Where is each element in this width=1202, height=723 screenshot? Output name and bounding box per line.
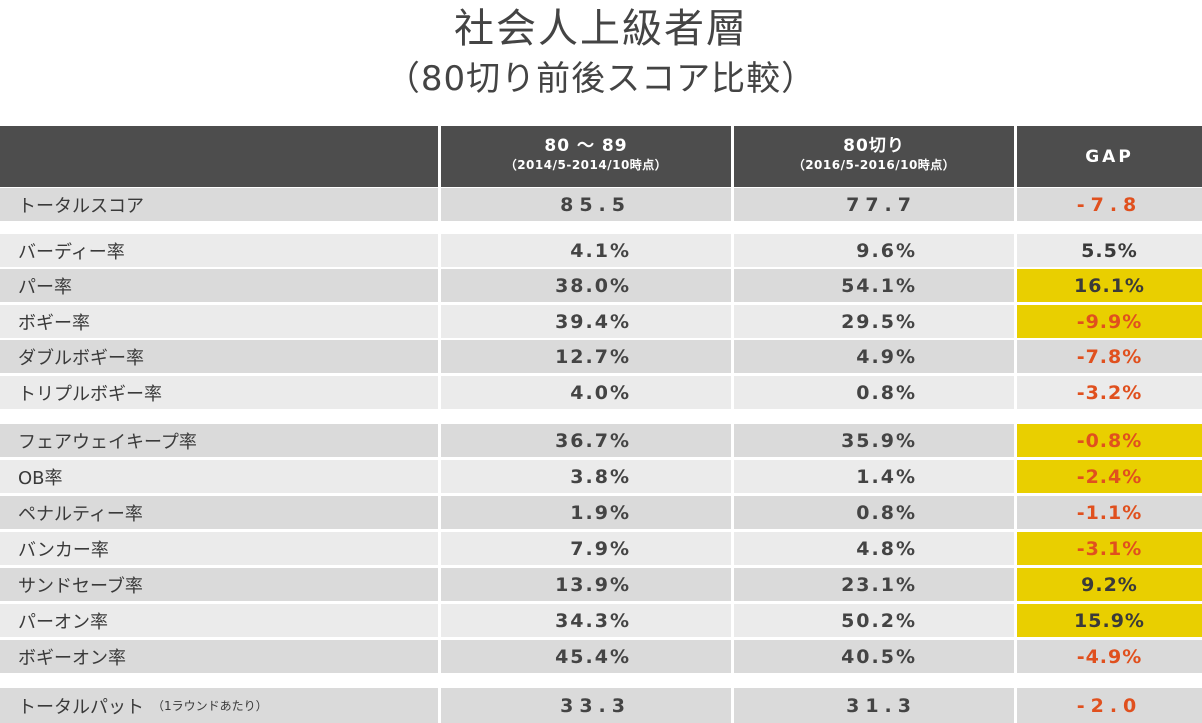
value-under-80: 0.8% — [856, 501, 917, 524]
gap-value-highlighted: 16.1% — [1017, 269, 1202, 302]
row-label: ボギーオン率 — [18, 647, 126, 669]
row-label: ダブルボギー率 — [18, 347, 144, 369]
value-under-80: 50.2% — [841, 609, 917, 632]
header-col-under-80-period: （2016/5-2016/10時点） — [792, 158, 956, 172]
value-under-80: 77.7 — [846, 193, 917, 216]
gap-value-highlighted: -3.1% — [1017, 532, 1202, 565]
header-col-gap-label: GAP — [1085, 147, 1134, 167]
gap-value-highlighted: 9.2% — [1017, 568, 1202, 601]
row-label-text: トータルパット — [18, 696, 144, 718]
value-80-89: 36.7% — [555, 429, 631, 452]
row-label: ペナルティー率 — [18, 503, 143, 525]
row-label: OB率 — [18, 467, 63, 489]
value-80-89: 45.4% — [555, 645, 631, 668]
column-divider — [731, 126, 734, 723]
gap-value: -2.0 — [1076, 694, 1143, 717]
header-col-80-89-period: （2014/5-2014/10時点） — [504, 158, 668, 172]
column-divider — [438, 126, 441, 723]
header-col-80-89: 80 〜 89 （2014/5-2014/10時点） — [441, 126, 731, 187]
gap-value: -4.9% — [1076, 645, 1143, 668]
row-label: バンカー率 — [18, 539, 109, 561]
gap-value-highlighted: -9.9% — [1017, 305, 1202, 338]
table-row-triple-bogey: トリプルボギー率 4.0% 0.8% -3.2% — [0, 376, 1202, 409]
value-80-89: 3.8% — [570, 465, 631, 488]
header-col-gap: GAP — [1017, 126, 1202, 187]
value-80-89: 4.0% — [570, 381, 631, 404]
value-80-89: 4.1% — [570, 239, 631, 262]
table-row-ob: OB率 3.8% 1.4% -2.4% — [0, 460, 1202, 493]
column-divider — [1014, 126, 1017, 723]
title-block: 社会人上級者層 （80切り前後スコア比較） — [0, 0, 1202, 126]
table-row-bogey-on: ボギーオン率 45.4% 40.5% -4.9% — [0, 640, 1202, 673]
value-under-80: 0.8% — [856, 381, 917, 404]
table-row-penalty: ペナルティー率 1.9% 0.8% -1.1% — [0, 496, 1202, 529]
row-label: ボギー率 — [18, 312, 90, 334]
table-row-fairway-keep: フェアウェイキープ率 36.7% 35.9% -0.8% — [0, 424, 1202, 457]
value-under-80: 31.3 — [846, 694, 917, 717]
value-under-80: 4.8% — [856, 537, 917, 560]
row-label: トータルパット （1ラウンドあたり） — [18, 688, 438, 723]
table-row-par-on: パーオン率 34.3% 50.2% 15.9% — [0, 604, 1202, 637]
value-80-89: 39.4% — [555, 310, 631, 333]
row-label: フェアウェイキープ率 — [18, 431, 197, 453]
gap-value: -7.8% — [1076, 345, 1143, 368]
gap-value: 5.5% — [1081, 239, 1138, 262]
value-under-80: 54.1% — [841, 274, 917, 297]
value-80-89: 33.3 — [560, 694, 631, 717]
table-row-total-score: トータルスコア 85.5 77.7 -7.8 — [0, 188, 1202, 221]
page-title: 社会人上級者層 — [454, 6, 748, 52]
value-80-89: 38.0% — [555, 274, 631, 297]
table-row-birdie: バーディー率 4.1% 9.6% 5.5% — [0, 234, 1202, 267]
value-under-80: 29.5% — [841, 310, 917, 333]
row-label: パーオン率 — [18, 611, 108, 633]
value-under-80: 35.9% — [841, 429, 917, 452]
value-under-80: 4.9% — [856, 345, 917, 368]
row-label: パー率 — [18, 276, 72, 298]
page-subtitle: （80切り前後スコア比較） — [385, 59, 817, 99]
row-label: トータルスコア — [18, 195, 144, 217]
row-label: トリプルボギー率 — [18, 383, 162, 405]
value-80-89: 13.9% — [555, 573, 631, 596]
value-80-89: 12.7% — [555, 345, 631, 368]
value-under-80: 9.6% — [856, 239, 917, 262]
table-row-bogey: ボギー率 39.4% 29.5% -9.9% — [0, 305, 1202, 338]
table-header: 80 〜 89 （2014/5-2014/10時点） 80切り （2016/5-… — [0, 126, 1202, 187]
gap-value: -3.2% — [1076, 381, 1143, 404]
table-row-double-bogey: ダブルボギー率 12.7% 4.9% -7.8% — [0, 340, 1202, 373]
value-80-89: 34.3% — [555, 609, 631, 632]
value-80-89: 85.5 — [560, 193, 631, 216]
row-label-note: （1ラウンドあたり） — [152, 699, 268, 713]
gap-value-highlighted: -2.4% — [1017, 460, 1202, 493]
value-under-80: 23.1% — [841, 573, 917, 596]
table-row-bunker: バンカー率 7.9% 4.8% -3.1% — [0, 532, 1202, 565]
row-label: バーディー率 — [18, 241, 125, 263]
table-row-sand-save: サンドセーブ率 13.9% 23.1% 9.2% — [0, 568, 1202, 601]
value-80-89: 7.9% — [570, 537, 631, 560]
gap-value: -1.1% — [1076, 501, 1143, 524]
row-label: サンドセーブ率 — [18, 575, 143, 597]
gap-value-highlighted: -0.8% — [1017, 424, 1202, 457]
header-col-under-80: 80切り （2016/5-2016/10時点） — [734, 126, 1014, 187]
gap-value: -7.8 — [1076, 193, 1143, 216]
value-under-80: 40.5% — [841, 645, 917, 668]
header-col-under-80-label: 80切り — [843, 136, 905, 156]
value-under-80: 1.4% — [856, 465, 917, 488]
value-80-89: 1.9% — [570, 501, 631, 524]
gap-value-highlighted: 15.9% — [1017, 604, 1202, 637]
table-row-par: パー率 38.0% 54.1% 16.1% — [0, 269, 1202, 302]
header-col-80-89-label: 80 〜 89 — [544, 136, 628, 156]
table-row-total-putt: トータルパット （1ラウンドあたり） 33.3 31.3 -2.0 — [0, 688, 1202, 723]
